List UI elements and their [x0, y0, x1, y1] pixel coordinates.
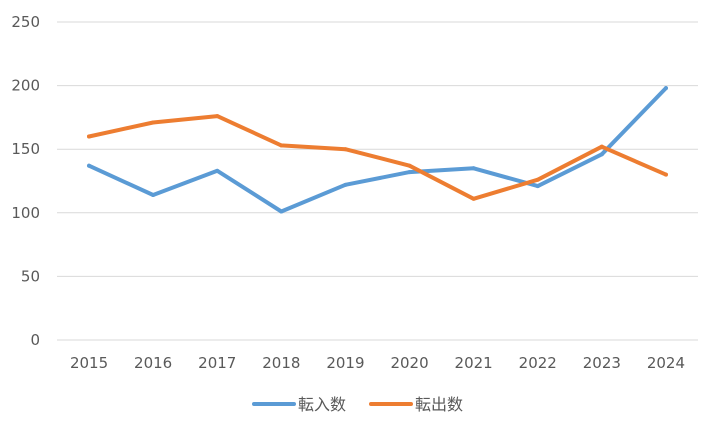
- data-point: [471, 166, 476, 171]
- data-point: [151, 192, 156, 197]
- series-line-2: [87, 114, 668, 201]
- series-line-1: [87, 86, 668, 214]
- x-tick-label: 2020: [390, 354, 428, 372]
- data-point: [343, 182, 348, 187]
- data-point: [663, 172, 668, 177]
- data-point: [471, 196, 476, 201]
- data-point: [663, 86, 668, 91]
- x-tick-label: 2017: [198, 354, 236, 372]
- y-tick-label: 50: [21, 267, 40, 285]
- data-point: [535, 177, 540, 182]
- y-tick-label: 0: [30, 331, 40, 349]
- x-tick-label: 2023: [583, 354, 621, 372]
- data-point: [279, 143, 284, 148]
- data-point: [407, 170, 412, 175]
- data-point: [279, 209, 284, 214]
- y-tick-label: 200: [11, 77, 40, 95]
- data-point: [215, 168, 220, 173]
- y-tick-label: 150: [11, 140, 40, 158]
- data-point: [599, 144, 604, 149]
- data-point: [407, 163, 412, 168]
- y-axis-ticks: 0 50 100 150 200 250: [11, 13, 40, 349]
- data-point: [343, 147, 348, 152]
- y-tick-label: 250: [11, 13, 40, 31]
- legend-label: 転入数: [298, 395, 346, 414]
- x-tick-label: 2016: [134, 354, 172, 372]
- y-tick-label: 100: [11, 204, 40, 222]
- data-point: [535, 184, 540, 189]
- x-tick-label: 2021: [455, 354, 493, 372]
- data-point: [87, 134, 92, 139]
- legend-label: 転出数: [415, 395, 463, 414]
- legend: 転入数 転出数: [252, 395, 463, 414]
- x-tick-label: 2022: [519, 354, 557, 372]
- x-tick-label: 2018: [262, 354, 300, 372]
- series-lines: [87, 86, 668, 214]
- data-point: [87, 163, 92, 168]
- x-tick-label: 2024: [647, 354, 685, 372]
- x-tick-label: 2019: [326, 354, 364, 372]
- gridlines: [57, 21, 698, 341]
- data-point: [151, 120, 156, 125]
- x-tick-label: 2015: [70, 354, 108, 372]
- data-point: [599, 152, 604, 157]
- x-axis-ticks: 2015 2016 2017 2018 2019 2020 2021 2022 2023 2024: [70, 354, 685, 372]
- data-point: [215, 114, 220, 119]
